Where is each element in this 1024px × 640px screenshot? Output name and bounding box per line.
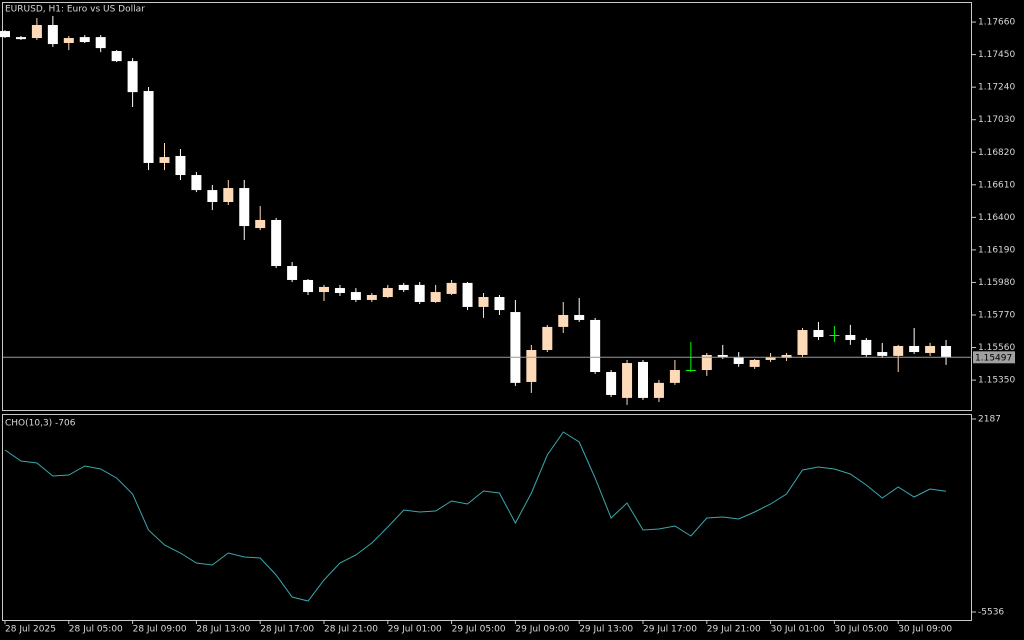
candle-body — [813, 330, 824, 338]
candle-body — [223, 188, 234, 203]
y-tick-label: -5536 — [978, 608, 1004, 618]
y-tick-label: 1.17030 — [978, 115, 1015, 125]
y-tick-label: 1.16190 — [978, 245, 1015, 255]
candle-body — [79, 37, 90, 43]
candle-body — [414, 284, 425, 302]
x-tick-label: 30 Jul 05:00 — [834, 625, 888, 635]
y-tick-label: 1.17660 — [978, 18, 1015, 28]
candle-body — [0, 31, 10, 38]
candle-body — [255, 219, 266, 229]
candle-body — [558, 314, 569, 327]
candle-body — [478, 297, 489, 307]
y-tick-label: 1.15560 — [978, 343, 1015, 353]
y-tick-label: 1.17450 — [978, 50, 1015, 60]
candle-body — [366, 294, 377, 300]
candle-body — [909, 345, 920, 353]
candle-body — [925, 345, 936, 353]
y-tick-label: 1.16400 — [978, 213, 1015, 223]
candle-body — [334, 288, 345, 293]
x-tick-label: 28 Jul 05:00 — [69, 625, 123, 635]
candle-body — [574, 314, 585, 320]
y-tick-label: 2187 — [978, 415, 1001, 425]
candle-body — [781, 354, 792, 358]
candle-body — [31, 25, 42, 39]
indicator-title: CHO(10,3) -706 — [5, 419, 76, 429]
candle-body — [797, 330, 808, 355]
candle-body — [510, 312, 521, 383]
candle-body — [893, 345, 904, 356]
x-tick-label: 28 Jul 13:00 — [196, 625, 250, 635]
candle-body — [765, 356, 776, 360]
x-tick-label: 29 Jul 05:00 — [452, 625, 506, 635]
candle-body — [350, 292, 361, 300]
candle-body — [733, 356, 744, 364]
x-tick-label: 28 Jul 17:00 — [260, 625, 314, 635]
x-tick-label: 29 Jul 01:00 — [388, 625, 442, 635]
x-tick-label: 28 Jul 2025 — [5, 625, 56, 635]
indicator-panel — [2, 414, 972, 621]
candle-body — [382, 288, 393, 298]
y-tick-label: 1.17240 — [978, 83, 1015, 93]
y-tick-label: 1.15770 — [978, 310, 1015, 320]
candle-body — [271, 219, 282, 267]
x-tick-label: 29 Jul 09:00 — [515, 625, 569, 635]
candle-body — [430, 292, 441, 302]
candle-body — [606, 372, 617, 395]
candle-body — [63, 38, 74, 43]
candle-body — [638, 361, 648, 398]
candle-body — [622, 363, 633, 398]
candle-body — [861, 339, 872, 355]
candle-body — [829, 334, 840, 336]
candle-body — [845, 334, 856, 340]
candle-body — [15, 37, 26, 40]
price-panel — [2, 2, 972, 411]
candle-body — [446, 282, 457, 294]
x-tick-label: 28 Jul 09:00 — [133, 625, 187, 635]
candle-body — [749, 359, 760, 367]
candle-body — [941, 345, 952, 358]
y-tick-label: 1.15980 — [978, 278, 1015, 288]
y-tick-label: 1.16610 — [978, 180, 1015, 190]
candle-body — [159, 157, 170, 163]
candle-body — [207, 190, 218, 203]
candle-body — [877, 352, 888, 356]
x-tick-label: 29 Jul 17:00 — [643, 625, 697, 635]
candle-body — [143, 91, 154, 163]
candle-body — [542, 326, 553, 351]
candle-body — [47, 25, 58, 45]
candle-body — [319, 286, 329, 293]
y-tick-label: 1.16820 — [978, 148, 1015, 158]
bid-label-box — [973, 351, 1015, 364]
x-tick-label: 29 Jul 21:00 — [707, 625, 761, 635]
candle-body — [303, 279, 314, 293]
candle-body — [191, 175, 202, 191]
candle-body — [685, 370, 696, 372]
x-tick-label: 30 Jul 09:00 — [898, 625, 952, 635]
candle-body — [287, 266, 298, 280]
x-tick-label: 29 Jul 13:00 — [579, 625, 633, 635]
candle-body — [175, 155, 186, 176]
candle-body — [669, 370, 680, 383]
candle-body — [526, 350, 537, 382]
chart-title: EURUSD, H1: Euro vs US Dollar — [5, 5, 145, 15]
x-tick-label: 28 Jul 21:00 — [324, 625, 378, 635]
x-tick-label: 30 Jul 01:00 — [771, 625, 825, 635]
candle-body — [494, 297, 505, 311]
candle-body — [95, 37, 106, 49]
candle-body — [111, 51, 122, 62]
y-tick-label: 1.15350 — [978, 376, 1015, 386]
candle-body — [717, 354, 728, 357]
candle-body — [653, 382, 664, 398]
bid-label: 1.15497 — [975, 353, 1012, 363]
candle-body — [590, 319, 601, 373]
candle-body — [127, 61, 138, 93]
candle-body — [398, 284, 409, 291]
candle-body — [239, 188, 250, 227]
candle-body — [462, 282, 473, 307]
candle-body — [701, 354, 712, 371]
indicator-line — [4, 431, 947, 602]
